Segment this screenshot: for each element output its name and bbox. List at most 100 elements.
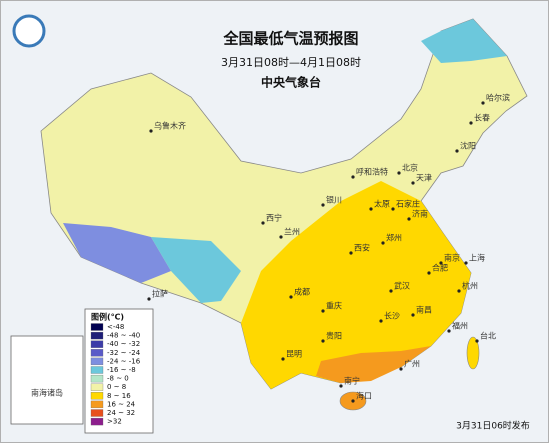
logo	[12, 14, 46, 48]
legend-label: >32	[107, 418, 122, 426]
city-dot	[427, 271, 431, 275]
legend-swatch	[90, 331, 104, 340]
legend-swatch	[90, 374, 104, 383]
city-label: 济南	[412, 209, 428, 219]
city-label: 银川	[326, 195, 342, 205]
city-dot	[369, 207, 373, 211]
city-label: 长春	[474, 113, 490, 123]
city-dot	[149, 129, 153, 133]
city-label: 拉萨	[152, 289, 168, 299]
city-label: 重庆	[326, 301, 342, 311]
legend-swatch	[90, 366, 104, 374]
legend-swatch	[90, 357, 104, 366]
city-dot	[351, 399, 355, 403]
city-label: 兰州	[284, 227, 300, 237]
issuer: 中央气象台	[261, 75, 321, 90]
taiwan	[466, 336, 480, 370]
legend-label: -40 ~ -32	[107, 340, 140, 348]
city-label: 沈阳	[460, 141, 476, 151]
city-label: 广州	[404, 359, 420, 369]
city-label: 昆明	[286, 350, 302, 359]
legend-swatch	[90, 400, 104, 409]
legend-swatch	[90, 340, 104, 348]
city-dot	[279, 235, 283, 239]
city-dot	[411, 313, 415, 317]
city-dot	[455, 149, 459, 153]
city-dot	[397, 171, 401, 175]
city-dot	[289, 295, 293, 299]
city-dot	[261, 221, 265, 225]
city-label: 台北	[480, 331, 496, 341]
legend-swatch	[90, 323, 104, 331]
city-dot	[447, 329, 451, 333]
legend-label: -24 ~ -16	[107, 357, 141, 365]
inset-label: 南海诸岛	[31, 388, 63, 398]
legend-label: <-48	[107, 323, 124, 331]
legend-swatch	[90, 392, 104, 400]
city-dot	[379, 319, 383, 323]
city-label: 太原	[374, 199, 390, 209]
city-dot	[321, 339, 325, 343]
city-dot	[399, 367, 403, 371]
legend-label: -16 ~ -8	[107, 366, 136, 374]
city-label: 郑州	[386, 233, 402, 243]
legend-label: 8 ~ 16	[107, 392, 131, 400]
legend-swatch	[90, 409, 104, 417]
city-label: 西安	[354, 243, 370, 253]
legend-swatch	[90, 417, 104, 426]
city-label: 石家庄	[396, 199, 420, 209]
city-dot	[321, 203, 325, 207]
city-dot	[381, 241, 385, 245]
city-dot	[475, 339, 479, 343]
city-label: 呼和浩特	[356, 167, 388, 177]
warm-area	[241, 181, 471, 389]
city-dot	[439, 261, 443, 265]
cold-area	[63, 223, 171, 283]
city-label: 西宁	[266, 213, 282, 223]
city-label: 杭州	[462, 281, 478, 291]
period: 3月31日08时—4月1日08时	[221, 56, 361, 69]
legend-label: -32 ~ -24	[107, 349, 141, 357]
legend-swatch	[90, 383, 104, 391]
city-label: 南昌	[416, 305, 432, 315]
title: 全国最低气温预报图	[222, 30, 358, 48]
city-label: 福州	[452, 322, 468, 331]
inset-box	[10, 335, 84, 425]
city-label: 成都	[294, 287, 310, 297]
city-dot	[351, 175, 355, 179]
legend-label: 16 ~ 24	[107, 400, 136, 408]
legend-label: 0 ~ 8	[107, 383, 126, 391]
city-dot	[407, 217, 411, 221]
city-dot	[481, 101, 485, 105]
city-label: 乌鲁木齐	[154, 121, 186, 131]
city-label: 南宁	[344, 376, 360, 386]
city-dot	[389, 289, 393, 293]
city-label: 海口	[356, 391, 372, 401]
city-label: 南京	[444, 253, 460, 263]
city-dot	[457, 289, 461, 293]
city-dot	[464, 261, 468, 265]
city-dot	[349, 251, 353, 255]
legend-label: -8 ~ 0	[107, 375, 129, 383]
city-label: 武汉	[394, 281, 410, 291]
city-label: 北京	[402, 163, 418, 173]
footer: 3月31日06时发布	[456, 420, 530, 432]
city-dot	[469, 121, 473, 125]
city-dot	[339, 384, 343, 388]
city-dot	[411, 181, 415, 185]
city-label: 哈尔滨	[486, 93, 510, 103]
city-label: 上海	[469, 253, 485, 263]
hot-area	[316, 346, 431, 383]
legend-label: 24 ~ 32	[107, 409, 135, 417]
city-label: 天津	[416, 173, 432, 183]
city-dot	[147, 297, 151, 301]
city-label: 贵阳	[326, 331, 342, 341]
legend-swatch	[90, 349, 104, 357]
cold-area	[421, 19, 507, 63]
legend-title: 图例(℃)	[91, 312, 124, 322]
legend-label: -48 ~ -40	[107, 332, 140, 340]
city-label: 合肥	[432, 263, 448, 273]
cool-area	[151, 237, 241, 303]
